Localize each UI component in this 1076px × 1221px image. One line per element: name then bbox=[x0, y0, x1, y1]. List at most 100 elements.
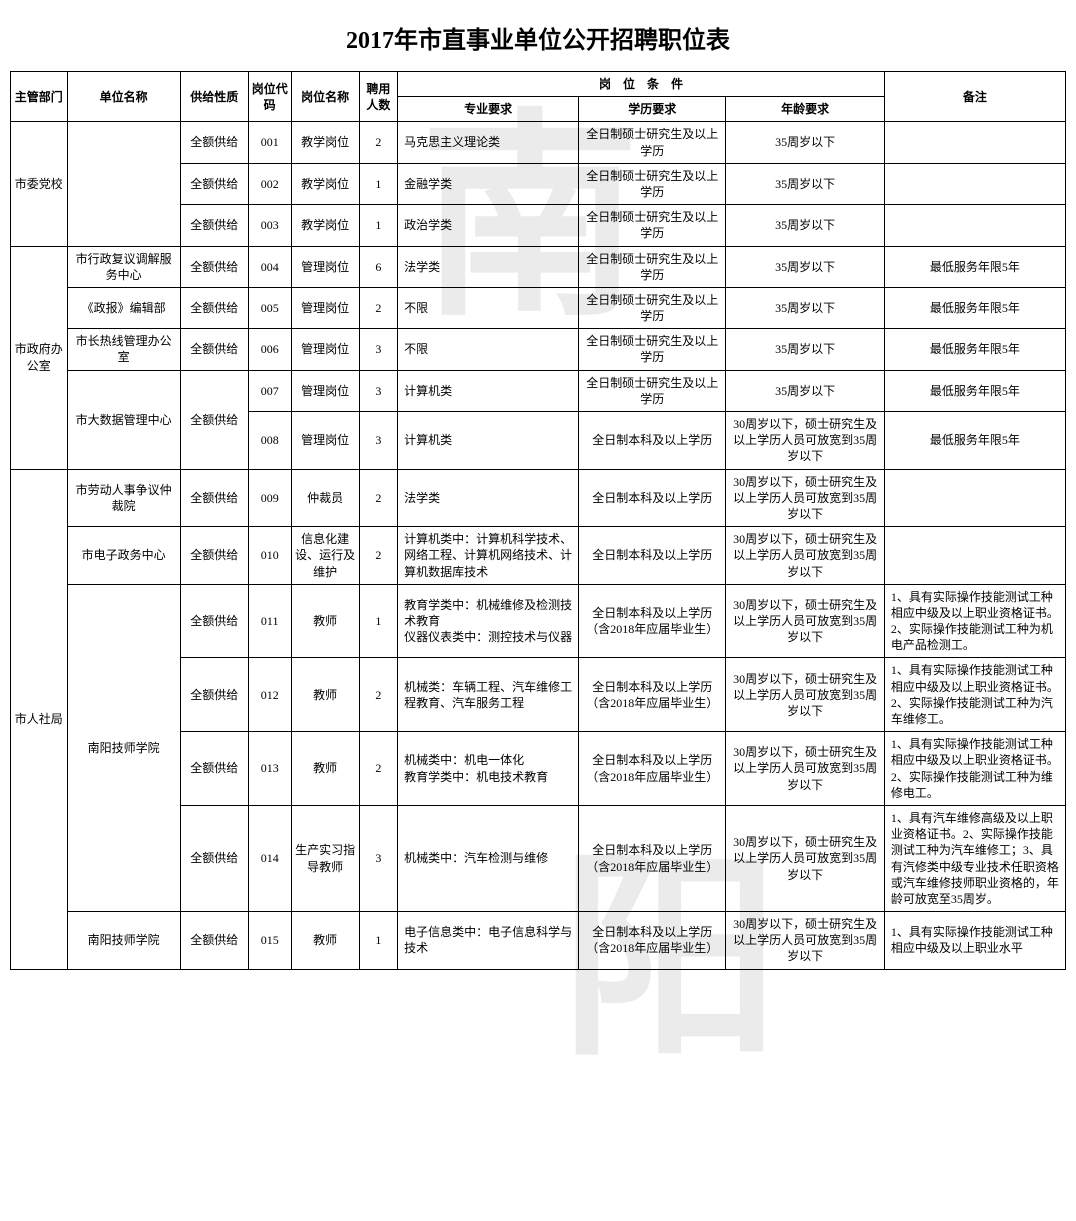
cell-count: 2 bbox=[359, 658, 397, 732]
cell-posname: 教师 bbox=[291, 584, 359, 658]
cell-major: 政治学类 bbox=[398, 205, 579, 246]
cell-major: 计算机类中：计算机科学技术、网络工程、计算机网络技术、计算机数据库技术 bbox=[398, 527, 579, 585]
cell-count: 2 bbox=[359, 527, 397, 585]
cell-count: 2 bbox=[359, 469, 397, 527]
cell-age: 35周岁以下 bbox=[726, 205, 885, 246]
cell-edu: 全日制本科及以上学历 bbox=[579, 469, 726, 527]
cell-count: 2 bbox=[359, 732, 397, 806]
cell-supply: 全额供给 bbox=[180, 329, 248, 370]
cell-edu: 全日制本科及以上学历（含2018年应届毕业生） bbox=[579, 912, 726, 970]
cell-edu: 全日制本科及以上学历 bbox=[579, 412, 726, 470]
cell-supply: 全额供给 bbox=[180, 370, 248, 469]
cell-note: 1、具有实际操作技能测试工种相应中级及以上职业水平 bbox=[884, 912, 1065, 970]
cell-dept: 市政府办公室 bbox=[11, 246, 68, 469]
page-title: 2017年市直事业单位公开招聘职位表 bbox=[10, 20, 1066, 55]
cell-supply: 全额供给 bbox=[180, 658, 248, 732]
cell-count: 3 bbox=[359, 805, 397, 911]
cell-note: 1、具有汽车维修高级及以上职业资格证书。2、实际操作技能测试工种为汽车维修工；3… bbox=[884, 805, 1065, 911]
cell-major: 机械类：车辆工程、汽车维修工程教育、汽车服务工程 bbox=[398, 658, 579, 732]
cell-posname: 管理岗位 bbox=[291, 287, 359, 328]
cell-major: 计算机类 bbox=[398, 370, 579, 411]
cell-code: 008 bbox=[248, 412, 291, 470]
cell-major: 机械类中：机电一体化教育学类中：机电技术教育 bbox=[398, 732, 579, 806]
cell-age: 30周岁以下，硕士研究生及以上学历人员可放宽到35周岁以下 bbox=[726, 912, 885, 970]
cell-code: 006 bbox=[248, 329, 291, 370]
cell-major: 法学类 bbox=[398, 469, 579, 527]
cell-edu: 全日制硕士研究生及以上学历 bbox=[579, 122, 726, 163]
cell-supply: 全额供给 bbox=[180, 805, 248, 911]
cell-supply: 全额供给 bbox=[180, 205, 248, 246]
cell-edu: 全日制硕士研究生及以上学历 bbox=[579, 163, 726, 204]
cell-posname: 管理岗位 bbox=[291, 412, 359, 470]
cell-note: 最低服务年限5年 bbox=[884, 412, 1065, 470]
cell-code: 012 bbox=[248, 658, 291, 732]
cell-posname: 教学岗位 bbox=[291, 205, 359, 246]
cell-age: 30周岁以下，硕士研究生及以上学历人员可放宽到35周岁以下 bbox=[726, 412, 885, 470]
cell-code: 013 bbox=[248, 732, 291, 806]
cell-age: 30周岁以下，硕士研究生及以上学历人员可放宽到35周岁以下 bbox=[726, 584, 885, 658]
hdr-conditions: 岗 位 条 件 bbox=[398, 72, 885, 97]
cell-edu: 全日制本科及以上学历（含2018年应届毕业生） bbox=[579, 584, 726, 658]
hdr-major: 专业要求 bbox=[398, 97, 579, 122]
cell-count: 2 bbox=[359, 287, 397, 328]
cell-major: 不限 bbox=[398, 329, 579, 370]
table-row: 南阳技师学院全额供给015教师1电子信息类中：电子信息科学与技术全日制本科及以上… bbox=[11, 912, 1066, 970]
cell-posname: 教学岗位 bbox=[291, 163, 359, 204]
cell-note bbox=[884, 205, 1065, 246]
cell-supply: 全额供给 bbox=[180, 122, 248, 163]
cell-posname: 教师 bbox=[291, 658, 359, 732]
cell-note bbox=[884, 122, 1065, 163]
cell-edu: 全日制本科及以上学历 bbox=[579, 527, 726, 585]
cell-major: 金融学类 bbox=[398, 163, 579, 204]
table-header: 主管部门 单位名称 供给性质 岗位代码 岗位名称 聘用人数 岗 位 条 件 备注… bbox=[11, 72, 1066, 122]
cell-note: 最低服务年限5年 bbox=[884, 287, 1065, 328]
cell-posname: 教学岗位 bbox=[291, 122, 359, 163]
cell-age: 30周岁以下，硕士研究生及以上学历人员可放宽到35周岁以下 bbox=[726, 527, 885, 585]
cell-supply: 全额供给 bbox=[180, 912, 248, 970]
cell-code: 001 bbox=[248, 122, 291, 163]
cell-count: 1 bbox=[359, 584, 397, 658]
table-row: 市大数据管理中心全额供给007管理岗位3计算机类全日制硕士研究生及以上学历35周… bbox=[11, 370, 1066, 411]
hdr-unit: 单位名称 bbox=[67, 72, 180, 122]
cell-dept: 市委党校 bbox=[11, 122, 68, 246]
cell-note: 1、具有实际操作技能测试工种相应中级及以上职业资格证书。2、实际操作技能测试工种… bbox=[884, 584, 1065, 658]
cell-code: 014 bbox=[248, 805, 291, 911]
cell-major: 计算机类 bbox=[398, 412, 579, 470]
cell-supply: 全额供给 bbox=[180, 246, 248, 287]
cell-supply: 全额供给 bbox=[180, 527, 248, 585]
cell-posname: 仲裁员 bbox=[291, 469, 359, 527]
cell-major: 教育学类中：机械维修及检测技术教育仪器仪表类中：测控技术与仪器 bbox=[398, 584, 579, 658]
hdr-note: 备注 bbox=[884, 72, 1065, 122]
cell-unit: 市大数据管理中心 bbox=[67, 370, 180, 469]
cell-supply: 全额供给 bbox=[180, 287, 248, 328]
cell-count: 3 bbox=[359, 412, 397, 470]
cell-major: 法学类 bbox=[398, 246, 579, 287]
cell-count: 1 bbox=[359, 912, 397, 970]
cell-edu: 全日制硕士研究生及以上学历 bbox=[579, 370, 726, 411]
cell-unit: 南阳技师学院 bbox=[67, 584, 180, 911]
cell-posname: 管理岗位 bbox=[291, 246, 359, 287]
cell-note: 1、具有实际操作技能测试工种相应中级及以上职业资格证书。2、实际操作技能测试工种… bbox=[884, 732, 1065, 806]
cell-note bbox=[884, 469, 1065, 527]
cell-major: 机械类中：汽车检测与维修 bbox=[398, 805, 579, 911]
cell-posname: 管理岗位 bbox=[291, 370, 359, 411]
cell-code: 011 bbox=[248, 584, 291, 658]
cell-supply: 全额供给 bbox=[180, 163, 248, 204]
table-row: 市长热线管理办公室全额供给006管理岗位3不限全日制硕士研究生及以上学历35周岁… bbox=[11, 329, 1066, 370]
cell-code: 009 bbox=[248, 469, 291, 527]
cell-edu: 全日制硕士研究生及以上学历 bbox=[579, 205, 726, 246]
cell-dept: 市人社局 bbox=[11, 469, 68, 969]
cell-count: 1 bbox=[359, 163, 397, 204]
hdr-age: 年龄要求 bbox=[726, 97, 885, 122]
cell-code: 015 bbox=[248, 912, 291, 970]
cell-unit: 市行政复议调解服务中心 bbox=[67, 246, 180, 287]
table-row: 市委党校全额供给001教学岗位2马克思主义理论类全日制硕士研究生及以上学历35周… bbox=[11, 122, 1066, 163]
cell-age: 30周岁以下，硕士研究生及以上学历人员可放宽到35周岁以下 bbox=[726, 658, 885, 732]
cell-edu: 全日制本科及以上学历（含2018年应届毕业生） bbox=[579, 658, 726, 732]
cell-age: 35周岁以下 bbox=[726, 122, 885, 163]
cell-posname: 教师 bbox=[291, 732, 359, 806]
cell-note bbox=[884, 527, 1065, 585]
cell-major: 马克思主义理论类 bbox=[398, 122, 579, 163]
cell-age: 35周岁以下 bbox=[726, 370, 885, 411]
cell-major: 电子信息类中：电子信息科学与技术 bbox=[398, 912, 579, 970]
